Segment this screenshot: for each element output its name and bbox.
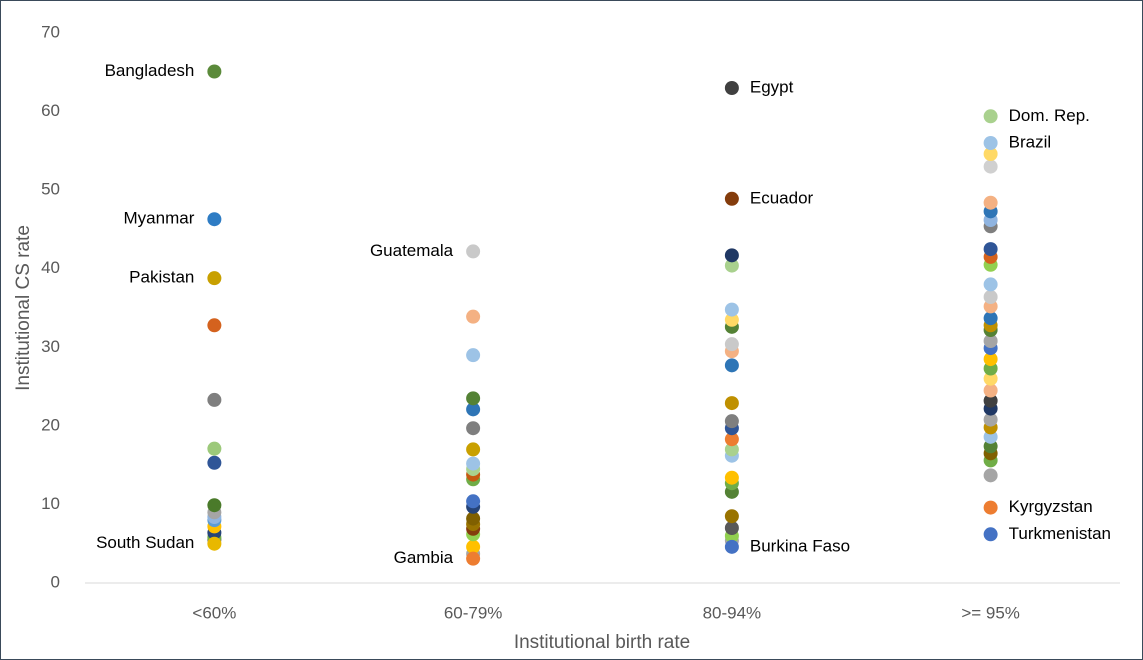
point-label: Ecuador [750, 188, 814, 207]
x-tick-label: >= 95% [961, 603, 1020, 622]
point [983, 277, 998, 292]
x-axis-label: Institutional birth rate [514, 632, 690, 653]
point [983, 352, 998, 367]
point [983, 242, 998, 257]
point [983, 527, 998, 542]
point-label: Myanmar [124, 209, 195, 228]
point [466, 456, 481, 471]
point [983, 290, 998, 304]
point [983, 311, 998, 326]
x-tick-label: 80-94% [703, 603, 762, 622]
point [466, 391, 481, 406]
point [983, 371, 998, 386]
point [724, 396, 739, 411]
point [983, 159, 998, 174]
point [983, 334, 998, 348]
point [466, 442, 481, 457]
point [466, 551, 481, 566]
point-label: Guatemala [370, 241, 454, 260]
point [983, 383, 998, 398]
point [207, 318, 222, 333]
point-label: Gambia [394, 548, 454, 567]
point [983, 136, 998, 150]
point [207, 271, 222, 286]
point [466, 494, 481, 509]
y-tick-label: 20 [41, 415, 60, 434]
point [466, 539, 481, 554]
point [983, 195, 998, 210]
point-label: Egypt [750, 77, 794, 96]
point [207, 455, 222, 470]
point [724, 312, 739, 327]
point [724, 442, 739, 457]
point [983, 109, 998, 124]
point-label: Burkina Faso [750, 536, 850, 555]
point [466, 402, 481, 417]
point [466, 348, 481, 363]
y-tick-label: 0 [51, 572, 60, 591]
point [724, 248, 739, 263]
point [983, 412, 998, 427]
point [724, 302, 739, 317]
point [983, 500, 998, 515]
point [466, 244, 481, 259]
y-tick-label: 40 [41, 258, 60, 277]
point [724, 509, 739, 524]
point [724, 414, 739, 429]
y-tick-label: 70 [41, 22, 60, 41]
point [207, 441, 222, 456]
point [724, 358, 739, 373]
y-tick-label: 30 [41, 337, 60, 356]
point [207, 498, 222, 513]
point [724, 81, 739, 95]
point-label: Dom. Rep. [1009, 106, 1090, 125]
point [724, 470, 739, 485]
y-tick-label: 10 [41, 494, 60, 513]
point [466, 309, 481, 324]
point [724, 258, 739, 273]
point [983, 147, 998, 161]
point-label: Pakistan [129, 268, 194, 287]
point-label: Brazil [1009, 132, 1052, 151]
point [983, 468, 998, 483]
point-label: Turkmenistan [1009, 524, 1111, 543]
point [207, 392, 222, 407]
point [724, 191, 739, 206]
point [724, 337, 739, 352]
point [207, 536, 222, 551]
y-tick-label: 60 [41, 101, 60, 120]
point-label: Bangladesh [105, 61, 195, 80]
point [207, 64, 222, 79]
y-tick-label: 50 [41, 180, 60, 199]
point [724, 539, 739, 554]
point-label: Kyrgyzstan [1009, 497, 1093, 516]
point [983, 393, 998, 408]
point [724, 432, 739, 447]
x-tick-label: <60% [192, 603, 236, 622]
y-axis-label: Institutional CS rate [13, 225, 34, 391]
point [466, 421, 481, 436]
point [207, 212, 222, 227]
x-tick-label: 60-79% [444, 603, 503, 622]
point-label: South Sudan [96, 533, 194, 552]
point [724, 521, 739, 535]
point [466, 511, 481, 526]
